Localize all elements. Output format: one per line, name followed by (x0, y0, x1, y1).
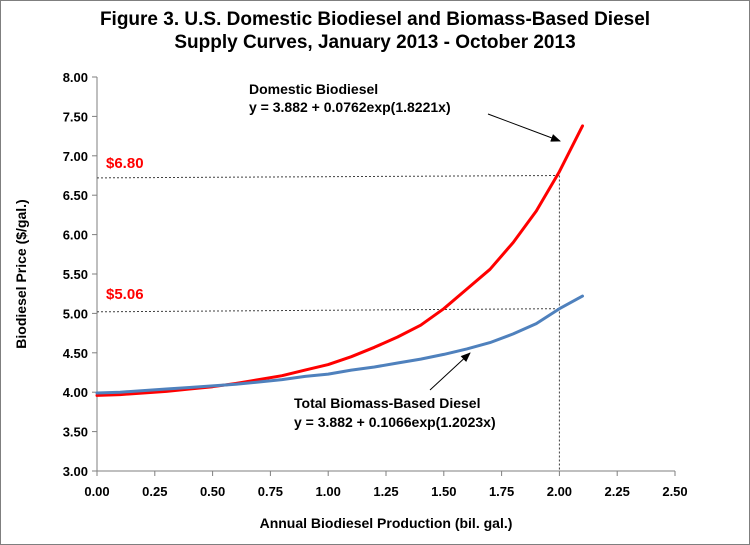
y-axis-label: Biodiesel Price ($/gal.) (13, 199, 29, 348)
x-axis-label: Annual Biodiesel Production (bil. gal.) (260, 515, 513, 531)
reference-line-5-06 (96, 308, 560, 313)
y-tick-label: 6.50 (63, 188, 88, 203)
series-group (95, 124, 584, 397)
reference-line-6-80 (96, 175, 560, 179)
x-tick-label: 1.00 (316, 484, 341, 499)
x-tick-label: 0.25 (142, 484, 167, 499)
series-line-total-biomass-based-diesel (95, 294, 584, 395)
domestic-biodiesel-label: Domestic Biodiesel (249, 81, 378, 97)
x-tick-label: 1.75 (489, 484, 514, 499)
reference-lines (96, 175, 560, 471)
x-tick-label: 2.50 (662, 484, 687, 499)
x-tick-label: 0.50 (200, 484, 225, 499)
y-tick-label: 4.50 (63, 346, 88, 361)
x-tick-label: 0.00 (84, 484, 109, 499)
domestic-biodiesel-formula: y = 3.882 + 0.0762exp(1.8221x) (249, 99, 451, 115)
y-tick-label: 4.00 (63, 385, 88, 400)
x-tick-label: 2.00 (547, 484, 572, 499)
y-tick-label: 8.00 (63, 70, 88, 85)
chart-title-line-1: Figure 3. U.S. Domestic Biodiesel and Bi… (99, 9, 651, 30)
series-line-domestic-biodiesel (95, 124, 584, 397)
x-tick-label: 2.25 (605, 484, 630, 499)
annotations: Domestic Biodiesel y = 3.882 + 0.0762exp… (106, 81, 561, 430)
axes: 3.00 3.50 4.00 4.50 5.00 5.50 6.00 6.50 7.00 7.50… (63, 70, 688, 499)
y-tick-label: 3.50 (63, 425, 88, 440)
total-biomass-label: Total Biomass-Based Diesel (294, 395, 480, 411)
chart-title: Figure 3. U.S. Domestic Biodiesel and Bi… (0, 8, 750, 54)
chart-title-line-2: Supply Curves, January 2013 - October 20… (174, 32, 576, 53)
x-tick-label: 1.25 (373, 484, 398, 499)
x-tick-label: 0.75 (258, 484, 283, 499)
price-label-low: $5.06 (106, 286, 144, 303)
price-label-high: $6.80 (106, 155, 144, 172)
y-tick-label: 5.50 (63, 267, 88, 282)
y-tick-label: 5.00 (63, 306, 88, 321)
y-tick-label: 7.00 (63, 149, 88, 164)
y-tick-label: 3.00 (63, 464, 88, 479)
total-biomass-arrow (429, 352, 471, 391)
x-tick-label: 1.50 (431, 484, 456, 499)
total-biomass-formula: y = 3.882 + 0.1066exp(1.2023x) (294, 414, 496, 430)
y-tick-label: 7.50 (63, 109, 88, 124)
y-tick-label: 6.00 (63, 228, 88, 243)
domestic-biodiesel-arrow (487, 113, 561, 142)
